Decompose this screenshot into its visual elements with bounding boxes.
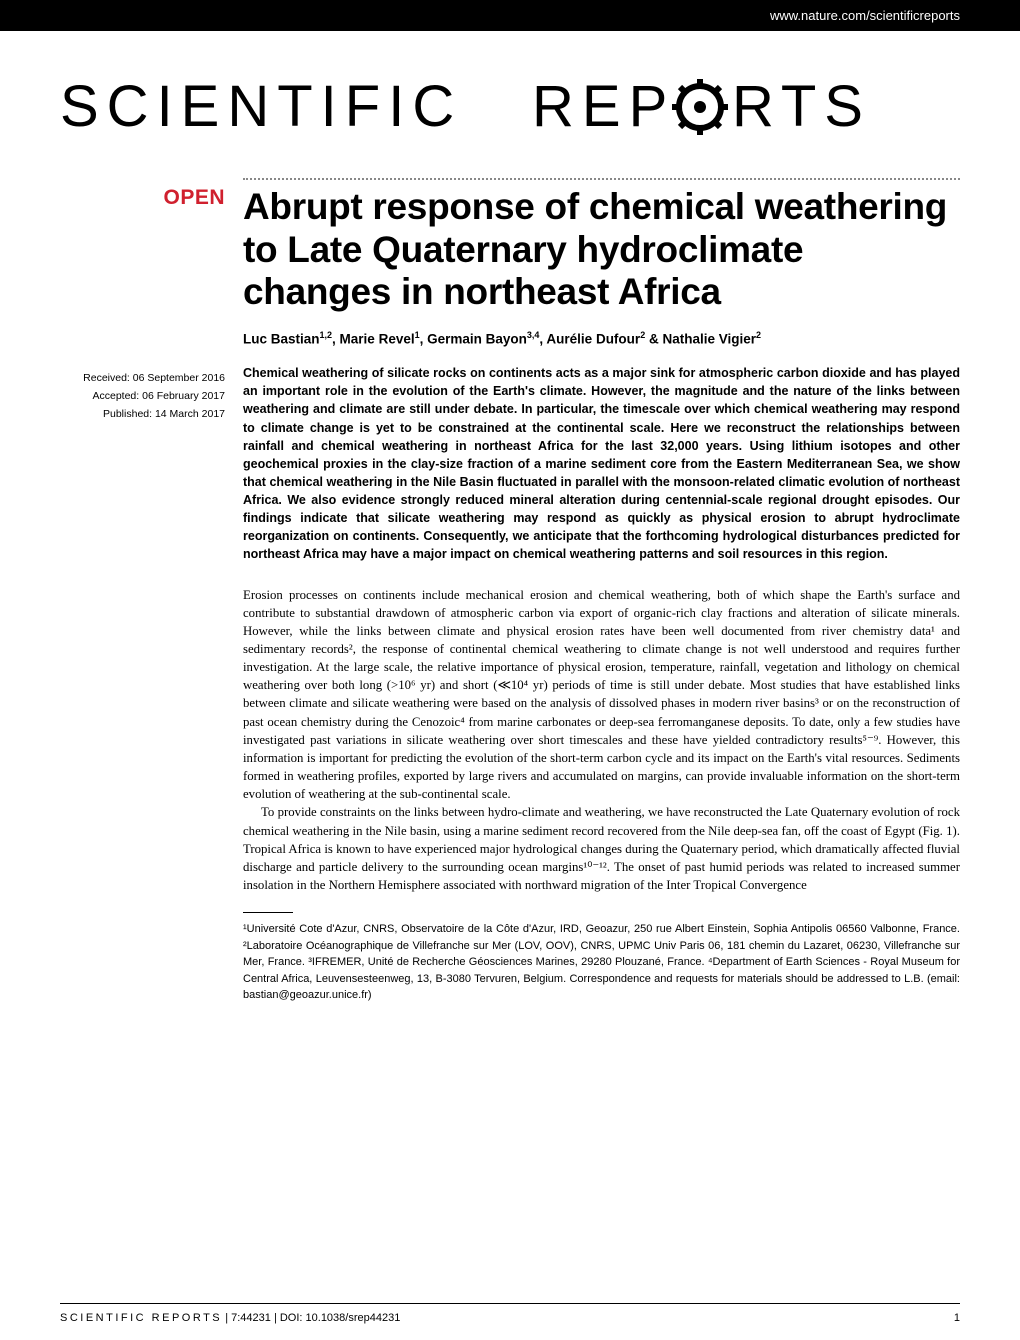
scientific-reports-logo: SCIENTIFIC REP RTS (60, 71, 960, 143)
article-title: Abrupt response of chemical weathering t… (243, 186, 960, 314)
journal-header: www.nature.com/scientificreports (0, 0, 1020, 31)
page-number: 1 (954, 1312, 960, 1324)
published-date: Published: 14 March 2017 (60, 406, 225, 424)
affiliation-separator (243, 912, 293, 913)
svg-text:SCIENTIFIC: SCIENTIFIC (60, 74, 462, 139)
body-paragraph-1: Erosion processes on continents include … (243, 586, 960, 804)
journal-url[interactable]: www.nature.com/scientificreports (770, 8, 960, 23)
svg-text:RTS: RTS (732, 74, 871, 139)
authors: Luc Bastian1,2, Marie Revel1, Germain Ba… (243, 330, 960, 347)
affiliations: ¹Université Cote d'Azur, CNRS, Observato… (243, 921, 960, 1004)
sidebar: OPEN Received: 06 September 2016 Accepte… (60, 178, 225, 1004)
footer-citation: SCIENTIFIC REPORTS | 7:44231 | DOI: 10.1… (60, 1312, 400, 1324)
abstract: Chemical weathering of silicate rocks on… (243, 364, 960, 563)
article-main: Abrupt response of chemical weathering t… (243, 178, 960, 1004)
body-paragraph-2: To provide constraints on the links betw… (243, 803, 960, 894)
open-access-badge: OPEN (60, 186, 225, 210)
page-footer: SCIENTIFIC REPORTS | 7:44231 | DOI: 10.1… (60, 1303, 960, 1340)
body-text: Erosion processes on continents include … (243, 586, 960, 895)
article-meta: Received: 06 September 2016 Accepted: 06… (46, 370, 225, 424)
content: OPEN Received: 06 September 2016 Accepte… (0, 178, 1020, 1004)
logo-area: SCIENTIFIC REP RTS (0, 31, 1020, 178)
received-date: Received: 06 September 2016 (60, 370, 225, 388)
svg-text:REP: REP (532, 74, 675, 139)
footer-doi: | 7:44231 | DOI: 10.1038/srep44231 (222, 1312, 400, 1324)
footer-brand: SCIENTIFIC REPORTS (60, 1312, 222, 1324)
accepted-date: Accepted: 06 February 2017 (60, 388, 225, 406)
